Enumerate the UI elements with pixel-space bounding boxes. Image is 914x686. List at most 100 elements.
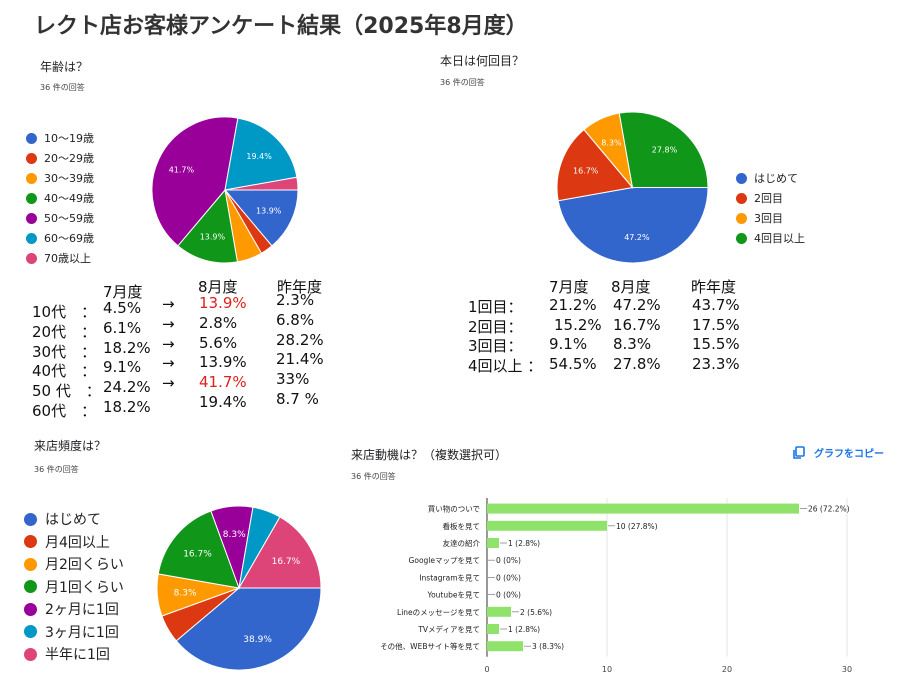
table-cell-august: 2.8% [199,313,238,332]
legend-item: 70歳以上 [26,248,94,268]
legend-item: 60～69歳 [26,228,94,248]
pie-slice-label: 38.9% [243,635,272,645]
legend-swatch [24,512,37,526]
pie-slice [151,116,239,247]
pie-slice [557,187,709,264]
pie-slice-label: 16.7% [272,557,301,567]
table-cell-july: 9.1% [103,358,142,377]
legend-label: 月4回以上 [45,534,110,551]
pie-slice-label: 13.9% [256,206,282,215]
pie-slice [175,587,322,671]
table-cell-august: 41.7% [199,373,247,392]
legend-swatch [26,232,37,244]
data-label: 1 (2.8%) [508,539,540,548]
table-cell-august: 27.8% [613,354,661,373]
pie-slice-label: 8.3% [223,530,246,540]
legend-item: 3ヶ月に1回 [24,621,124,644]
table-row-label: 2回目： [468,317,523,336]
legend-label: 60～69歳 [44,232,94,245]
pie-slice [224,176,299,191]
table-cell-july: 6.1% [103,318,142,337]
pie-slice-label: 8.3% [601,138,622,147]
frequency-response-count: 36 件の回答 [34,465,79,474]
arrow-icon: → [162,314,175,333]
table-header: 7月度 [103,283,143,301]
legend-item: はじめて [24,508,124,531]
table-header: 昨年度 [691,278,737,296]
data-label: 10 (27.8%) [616,522,658,531]
legend-label: はじめて [754,172,798,185]
table-header: 7月度 [549,278,589,296]
category-label: 友達の紹介 [443,538,481,548]
legend-item: 月4回以上 [24,531,124,554]
legend-swatch [24,625,37,639]
table-cell-august: 8.3% [613,335,652,353]
table-row-label: 1回目： [468,298,523,316]
visit-legend: はじめて 2回目 3回目 4回目以上 [736,168,805,248]
table-cell-last-year: 6.8% [276,310,315,329]
table-cell-july: 18.2% [103,338,151,357]
legend-item: 50～59歳 [26,208,94,228]
legend-item: 半年に1回 [24,643,124,666]
pie-slice [224,117,298,191]
table-cell-july: 54.5% [549,354,597,373]
copy-chart-button[interactable]: グラフをコピー [792,445,884,460]
legend-item: 20～29歳 [26,148,94,168]
legend-label: 40～49歳 [44,192,94,205]
table-cell-august: 13.9% [199,353,247,372]
legend-swatch [24,647,37,661]
table-cell-august: 19.4% [199,393,247,411]
pie-slice-label: 8.3% [174,589,197,599]
visit-response-count: 36 件の回答 [440,78,485,87]
table-cell-last-year: 43.7% [692,296,740,314]
pie-slice [157,510,240,589]
data-label: 0 (0%) [496,573,521,582]
category-label: 看板を見て [443,521,481,531]
data-label: 0 (0%) [496,556,521,565]
table-cell-last-year: 23.3% [692,354,740,373]
bar [487,538,499,548]
visit-pie-chart: 47.2% 16.7% 8.3% 27.8% [556,111,709,264]
age-question: 年齢は？ [40,60,89,74]
table-header: 8月度 [611,278,651,296]
age-legend: 10～19歳 20～29歳 30～39歳 40～49歳 50～59歳 60～69歳 70歳以… [26,128,94,268]
motivation-response-count: 36 件の回答 [351,472,396,481]
table-cell-august: 16.7% [613,315,661,334]
table-cell-last-year: 17.5% [692,315,740,334]
table-row-label: 10代 ： [32,303,97,321]
legend-label: 4回目以上 [754,232,805,245]
legend-item: 2ヶ月に1回 [24,598,124,621]
legend-item: 月2回くらい [24,553,124,576]
frequency-legend: はじめて 月4回以上 月2回くらい 月1回くらい 2ヶ月に1回 3ヶ月に1回 半年に1回 [24,508,124,666]
pie-slice-label: 19.4% [246,152,272,161]
pie-slice-label: 16.7% [183,549,212,559]
legend-swatch [24,557,37,571]
pie-slice [223,189,299,247]
pie-slice [556,128,634,202]
legend-swatch [24,580,37,594]
copy-icon [793,445,805,459]
pie-slice-label: 16.7% [573,167,599,176]
legend-swatch [24,535,37,549]
table-row-label: 20代 ： [32,322,97,341]
pie-slice-label: 47.2% [624,233,650,242]
arrow-icon: → [162,334,175,353]
legend-swatch [24,602,37,616]
motivation-question: 来店動機は？（複数選択可） [351,448,508,462]
legend-swatch [26,132,37,144]
table-cell-last-year: 15.5% [692,335,740,353]
pie-slice [177,188,239,264]
legend-label: 20～29歳 [44,152,94,165]
x-tick-label: 10 [602,665,612,674]
arrow-icon: → [162,374,175,393]
frequency-question: 来店頻度は？ [34,439,107,453]
visit-question: 本日は何回目？ [440,54,525,68]
table-header: 8月度 [198,278,238,296]
table-row-label: 40代 ： [32,362,97,381]
category-label: 買い物のついで [428,504,480,514]
category-label: Lineのメッセージを見て [397,608,480,617]
frequency-pie-chart: 38.9% 8.3% 16.7% 8.3% 16.7% [156,505,322,671]
pie-slice-label: 41.7% [169,166,195,175]
legend-label: 2回目 [754,192,783,205]
table-cell-august: 5.6% [199,333,238,352]
